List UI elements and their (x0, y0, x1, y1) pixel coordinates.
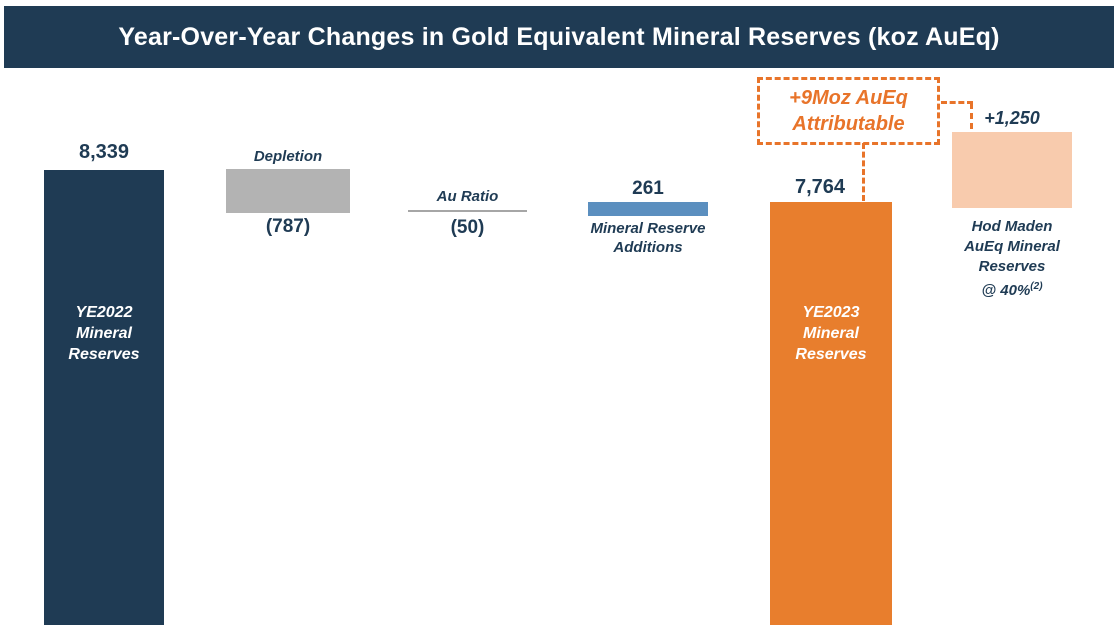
bar-ye2023-reserves (770, 202, 892, 625)
additions-value-label: 261 (632, 178, 664, 199)
ye2023-value-label: 7,764 (794, 176, 846, 198)
additions-category-label: Mineral Reserve Additions (590, 220, 706, 256)
callout-connector-to-hod-vertical (970, 103, 973, 129)
bar-hod-maden (952, 132, 1072, 208)
depletion-category-label: Depletion (253, 148, 323, 165)
hod-maden-name-lines: Hod Maden AuEq Mineral Reserves (964, 218, 1060, 275)
au-ratio-category-label: Au Ratio (436, 188, 499, 205)
callout-connector-to-ye2023 (862, 143, 865, 201)
page-title: Year-Over-Year Changes in Gold Equivalen… (118, 23, 1000, 51)
bar-ye2022-reserves (44, 170, 164, 625)
footnote-marker: (2) (1030, 281, 1043, 292)
hod-maden-name-suffix: @ 40% (981, 282, 1031, 299)
attributable-callout-text: +9Moz AuEq Attributable (789, 87, 908, 135)
callout-connector-to-hod-horizontal (941, 101, 973, 104)
ye2022-value-label: 8,339 (78, 141, 130, 163)
depletion-value-label: (787) (265, 216, 311, 237)
hod-maden-value-label: +1,250 (984, 108, 1040, 128)
title-bar: Year-Over-Year Changes in Gold Equivalen… (4, 6, 1114, 68)
ye2022-bar-label: YE2022 Mineral Reserves (68, 304, 140, 363)
hod-maden-name-suffix-line: @ 40%(2) (942, 277, 1082, 301)
attributable-callout-box: +9Moz AuEq Attributable (757, 77, 940, 145)
ye2023-bar-label: YE2023 Mineral Reserves (795, 304, 867, 363)
bar-depletion (226, 169, 350, 213)
bar-reserve-additions (588, 202, 708, 216)
hod-maden-category-label: Hod Maden AuEq Mineral Reserves @ 40%(2) (942, 217, 1082, 301)
au-ratio-step-line (408, 210, 527, 212)
au-ratio-value-label: (50) (450, 217, 485, 238)
